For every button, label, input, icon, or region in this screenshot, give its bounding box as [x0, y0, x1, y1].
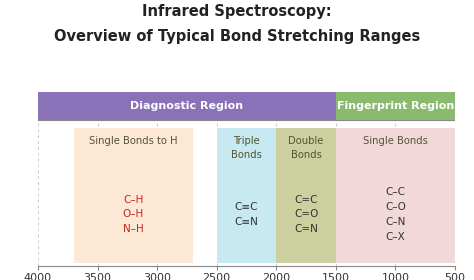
Text: C≡C
C≡N: C≡C C≡N	[235, 202, 258, 227]
Text: Fingerprint Region: Fingerprint Region	[337, 101, 454, 111]
Bar	[336, 128, 455, 263]
Bar	[276, 128, 336, 263]
Text: Infrared Spectroscopy:: Infrared Spectroscopy:	[142, 4, 332, 19]
Text: C–C
C–O
C–N
C–X: C–C C–O C–N C–X	[385, 187, 406, 242]
Bar	[217, 128, 276, 263]
Bar	[336, 92, 455, 120]
Text: Overview of Typical Bond Stretching Ranges: Overview of Typical Bond Stretching Rang…	[54, 29, 420, 45]
Text: C–H
O–H
N–H: C–H O–H N–H	[123, 195, 144, 234]
Text: Double
Bonds: Double Bonds	[288, 136, 324, 160]
Text: Single Bonds to H: Single Bonds to H	[89, 136, 177, 146]
Text: C=C
C=O
C=N: C=C C=O C=N	[294, 195, 318, 234]
Text: Single Bonds: Single Bonds	[363, 136, 428, 146]
Bar	[73, 128, 193, 263]
Text: Diagnostic Region: Diagnostic Region	[130, 101, 244, 111]
Bar	[38, 92, 336, 120]
Text: Triple
Bonds: Triple Bonds	[231, 136, 262, 160]
